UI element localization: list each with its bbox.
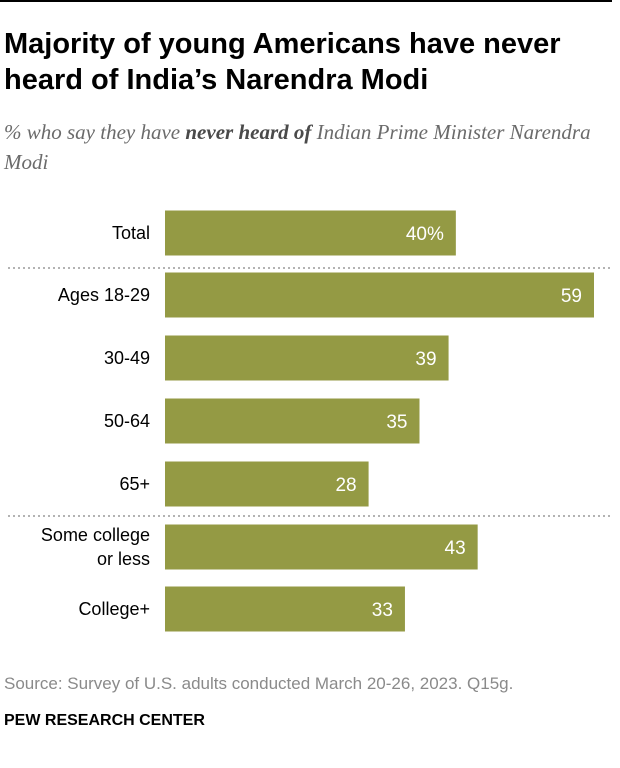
category-label: 65+ (119, 474, 150, 494)
bar-value-label: 43 (445, 538, 466, 559)
chart-title: Majority of young Americans have never h… (4, 28, 561, 96)
bar (165, 461, 369, 507)
chart-subtitle: % who say they have never heard of India… (4, 117, 604, 177)
category-label: Total (112, 223, 150, 243)
category-label: or less (97, 549, 150, 569)
bar-chart: 40% Total 59 Ages 18-29 39 30-49 35 50-64 28 65+ 4… (8, 210, 612, 632)
category-label: 50-64 (104, 411, 150, 431)
brand-logo-text: PEW RESEARCH CENTER (4, 712, 205, 729)
bar-value-label: 33 (372, 600, 393, 621)
bar-value-label: 28 (335, 475, 356, 496)
bar (165, 272, 594, 318)
bar (165, 335, 449, 381)
bar-value-label: 59 (561, 286, 582, 307)
bar (165, 398, 420, 444)
bar (165, 210, 456, 256)
bar (165, 586, 405, 632)
source-note: Source: Survey of U.S. adults conducted … (4, 674, 514, 693)
bar (165, 524, 478, 570)
category-label: Ages 18-29 (58, 285, 150, 305)
subtitle-text-emphasis: never heard of (185, 120, 312, 144)
subtitle-text-post: Indian Prime Minister Narendra Modi (4, 120, 591, 174)
bar-value-label: 40% (406, 224, 444, 245)
bar-value-label: 39 (415, 349, 436, 370)
category-label: College+ (78, 599, 150, 619)
top-rule (0, 0, 612, 2)
bar-value-label: 35 (386, 412, 407, 433)
category-label: Some college (41, 525, 150, 545)
subtitle-text-pre: % who say they have (4, 120, 186, 144)
category-label: 30-49 (104, 348, 150, 368)
